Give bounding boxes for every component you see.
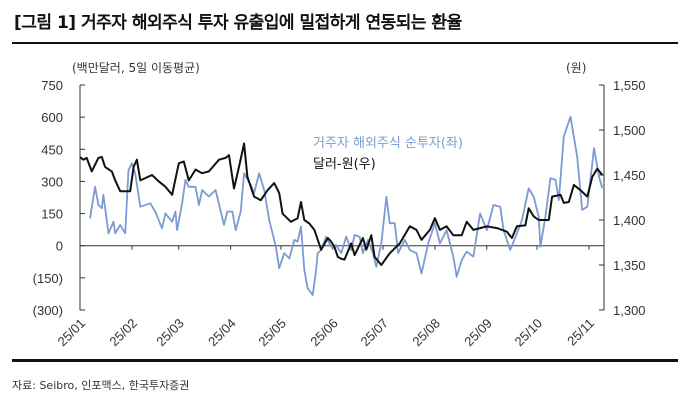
title-divider bbox=[12, 42, 678, 44]
right-axis-tick-label: 1,450 bbox=[613, 168, 646, 183]
left-axis-tick-label: 750 bbox=[41, 78, 63, 93]
series-usdkrw-line bbox=[79, 142, 604, 266]
x-axis-tick-label: 25/03 bbox=[153, 316, 187, 350]
right-axis-tick-label: 1,550 bbox=[613, 78, 646, 93]
x-axis-tick-label: 25/08 bbox=[409, 316, 443, 350]
right-axis-tick-label: 1,300 bbox=[613, 303, 646, 318]
left-axis-tick-label: (300) bbox=[33, 303, 63, 318]
bottom-divider bbox=[12, 359, 678, 362]
left-axis-tick-label: 600 bbox=[41, 110, 63, 125]
series-lines bbox=[79, 115, 604, 296]
x-axis-tick-label: 25/09 bbox=[461, 316, 495, 350]
legend-resident-net: 거주자 해외주식 순투자(좌) bbox=[313, 136, 463, 151]
series-resident-net-line bbox=[89, 115, 604, 296]
x-axis-tick-label: 25/02 bbox=[106, 316, 140, 350]
left-axis-tick-label: 300 bbox=[41, 174, 63, 189]
x-axis-tick-label: 25/07 bbox=[358, 316, 392, 350]
axes: 750 600 450 300 150 0 (150) (300) 1,550 1,500 1,45… bbox=[33, 78, 646, 349]
source-note: 자료: Seibro, 인포맥스, 한국투자증권 bbox=[12, 379, 190, 392]
x-axis-tick-label: 25/11 bbox=[564, 316, 597, 349]
x-axis-tick-label: 25/01 bbox=[55, 316, 89, 350]
left-axis-tick-label: 450 bbox=[41, 142, 63, 157]
left-axis-tick-label: 150 bbox=[41, 207, 63, 222]
x-axis-tick-label: 25/05 bbox=[255, 316, 289, 350]
figure-title: [그림 1] 거주자 해외주식 투자 유출입에 밀접하게 연동되는 환율 bbox=[14, 13, 462, 33]
right-axis-tick-label: 1,500 bbox=[613, 123, 646, 138]
left-axis-unit: (백만달러, 5일 이동평균) bbox=[72, 61, 200, 75]
right-axis-tick-label: 1,400 bbox=[613, 213, 646, 228]
left-axis-tick-label: (150) bbox=[33, 271, 63, 286]
legend-usdkrw: 달러-원(우) bbox=[313, 157, 376, 172]
x-axis-tick-label: 25/06 bbox=[307, 316, 341, 350]
right-axis-unit: (원) bbox=[566, 61, 586, 75]
right-axis-tick-label: 1,350 bbox=[613, 258, 646, 273]
x-axis-tick-label: 25/10 bbox=[512, 316, 546, 350]
left-axis-tick-label: 0 bbox=[56, 239, 63, 254]
x-axis-tick-label: 25/04 bbox=[205, 316, 239, 350]
